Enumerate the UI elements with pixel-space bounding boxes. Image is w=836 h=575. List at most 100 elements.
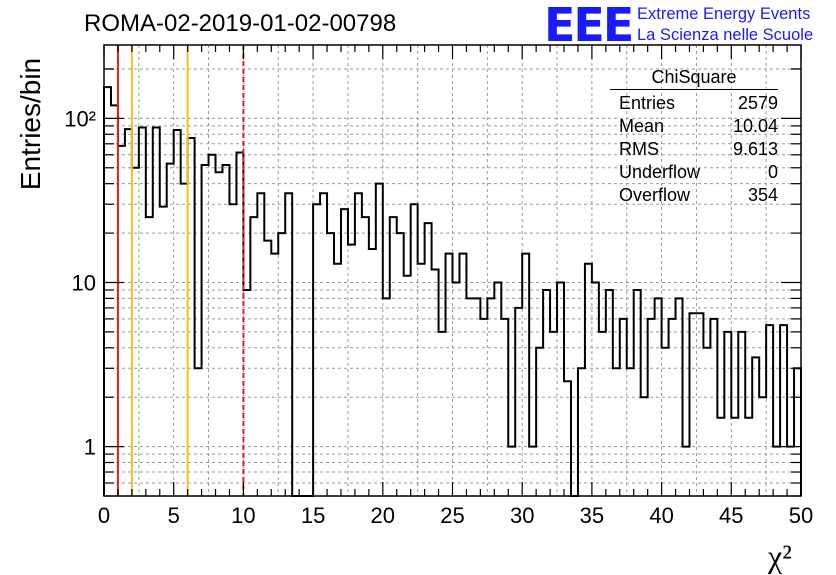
histogram-bin bbox=[320, 193, 327, 496]
histogram-bin bbox=[522, 254, 529, 496]
stats-box: ChiSquare Entries 2579 Mean 10.04 RMS 9.613… bbox=[610, 67, 778, 207]
histogram-bin bbox=[466, 298, 473, 496]
histogram-bin bbox=[564, 381, 571, 496]
histogram-outline bbox=[103, 86, 802, 497]
histogram-bin bbox=[271, 254, 278, 496]
histogram-bin bbox=[494, 282, 501, 496]
logo-line-2: La Scienza nelle Scuole bbox=[637, 26, 814, 44]
y-tick-label: 1 bbox=[84, 435, 96, 460]
stats-value: 354 bbox=[747, 185, 778, 205]
histogram-bin bbox=[118, 146, 125, 496]
stats-label: RMS bbox=[619, 139, 659, 159]
histogram-bin bbox=[655, 298, 662, 496]
histogram-bin bbox=[515, 308, 522, 496]
histogram-bin bbox=[508, 447, 515, 496]
x-tick-label: 40 bbox=[649, 503, 673, 528]
histogram-bin bbox=[264, 241, 271, 496]
histogram-bin bbox=[257, 193, 264, 496]
histogram-bin bbox=[174, 130, 181, 496]
histogram-bin bbox=[139, 127, 146, 496]
x-tick-label: 50 bbox=[789, 503, 813, 528]
histogram-bin bbox=[111, 105, 118, 496]
histogram-bin bbox=[634, 290, 641, 496]
x-tick-label: 0 bbox=[98, 503, 110, 528]
stats-label: Entries bbox=[619, 93, 676, 113]
plot-title: ROMA-02-2019-01-02-00798 bbox=[84, 10, 397, 37]
histogram-bin bbox=[794, 368, 801, 496]
histogram-bin bbox=[724, 332, 731, 496]
histogram-bin bbox=[669, 319, 676, 496]
x-tick-label: 35 bbox=[580, 503, 604, 528]
histogram-bin bbox=[167, 164, 174, 496]
histogram-bin bbox=[585, 264, 592, 496]
histogram-bin bbox=[780, 325, 787, 496]
histogram-bin bbox=[453, 282, 460, 496]
x-tick-labels: 0 5 10 15 20 25 30 35 40 45 50 bbox=[98, 503, 813, 528]
histogram-bin bbox=[557, 282, 564, 496]
stats-value: 9.613 bbox=[732, 139, 778, 159]
histogram-bin bbox=[250, 217, 257, 496]
histogram-bin bbox=[529, 447, 536, 496]
x-tick-label: 15 bbox=[301, 503, 325, 528]
histogram-bin bbox=[243, 290, 250, 496]
histogram-bin bbox=[648, 319, 655, 496]
histogram-bin bbox=[473, 298, 480, 496]
histogram-bin bbox=[599, 332, 606, 496]
x-tick-label: 5 bbox=[168, 503, 180, 528]
histogram-bin bbox=[759, 397, 766, 496]
grid-lines bbox=[104, 45, 801, 497]
histogram-bin bbox=[348, 245, 355, 496]
histogram-bin bbox=[383, 298, 390, 496]
histogram-bin bbox=[683, 447, 690, 496]
histogram-bin bbox=[313, 204, 320, 496]
histogram-bin bbox=[717, 418, 724, 496]
histogram-bin bbox=[606, 290, 613, 496]
histogram-bin bbox=[411, 204, 418, 496]
x-tick-label: 10 bbox=[231, 503, 255, 528]
reference-lines bbox=[116, 45, 245, 496]
histogram-bin bbox=[278, 233, 285, 496]
histogram-series bbox=[103, 86, 802, 497]
histogram-bin bbox=[703, 348, 710, 496]
histogram-bin bbox=[153, 127, 160, 496]
stats-row-entries: Entries 2579 bbox=[610, 92, 778, 115]
histogram-bin bbox=[487, 298, 494, 496]
histogram-bin bbox=[676, 298, 683, 496]
histogram-bin bbox=[188, 138, 195, 496]
histogram-bin bbox=[592, 282, 599, 496]
y-tick-labels: 1 10 10² bbox=[64, 106, 96, 459]
y-tick-label: 10² bbox=[64, 106, 96, 131]
x-axis-label: χ² bbox=[768, 538, 792, 574]
histogram-bin bbox=[132, 168, 139, 496]
histogram-bin bbox=[222, 165, 229, 496]
histogram-bin bbox=[160, 207, 167, 496]
histogram-bin bbox=[404, 276, 411, 496]
eee-logo: EEE bbox=[544, 0, 634, 52]
stats-title: ChiSquare bbox=[610, 67, 778, 90]
x-tick-label: 20 bbox=[371, 503, 395, 528]
x-tick-label: 25 bbox=[440, 503, 464, 528]
stats-value: 0 bbox=[767, 162, 778, 182]
x-tick-label: 30 bbox=[510, 503, 534, 528]
histogram-bin bbox=[355, 193, 362, 496]
histogram-bin bbox=[432, 269, 439, 496]
histogram-bin bbox=[641, 397, 648, 496]
histogram-bin bbox=[620, 319, 627, 496]
histogram-bin bbox=[439, 332, 446, 496]
stats-row-rms: RMS 9.613 bbox=[610, 138, 778, 161]
stats-label: Mean bbox=[619, 116, 665, 136]
histogram-bin bbox=[773, 447, 780, 496]
histogram-bin bbox=[181, 184, 188, 496]
histogram-bin bbox=[369, 249, 376, 496]
histogram-bin bbox=[418, 264, 425, 496]
histogram-bin bbox=[216, 172, 223, 496]
histogram-bin bbox=[752, 357, 759, 496]
histogram-bin bbox=[480, 319, 487, 496]
histogram-bin bbox=[696, 313, 703, 496]
histogram-bin bbox=[710, 319, 717, 496]
histogram-bin bbox=[202, 165, 209, 496]
histogram-bin bbox=[613, 368, 620, 496]
histogram-bin bbox=[209, 155, 216, 496]
histogram-bin bbox=[662, 348, 669, 496]
